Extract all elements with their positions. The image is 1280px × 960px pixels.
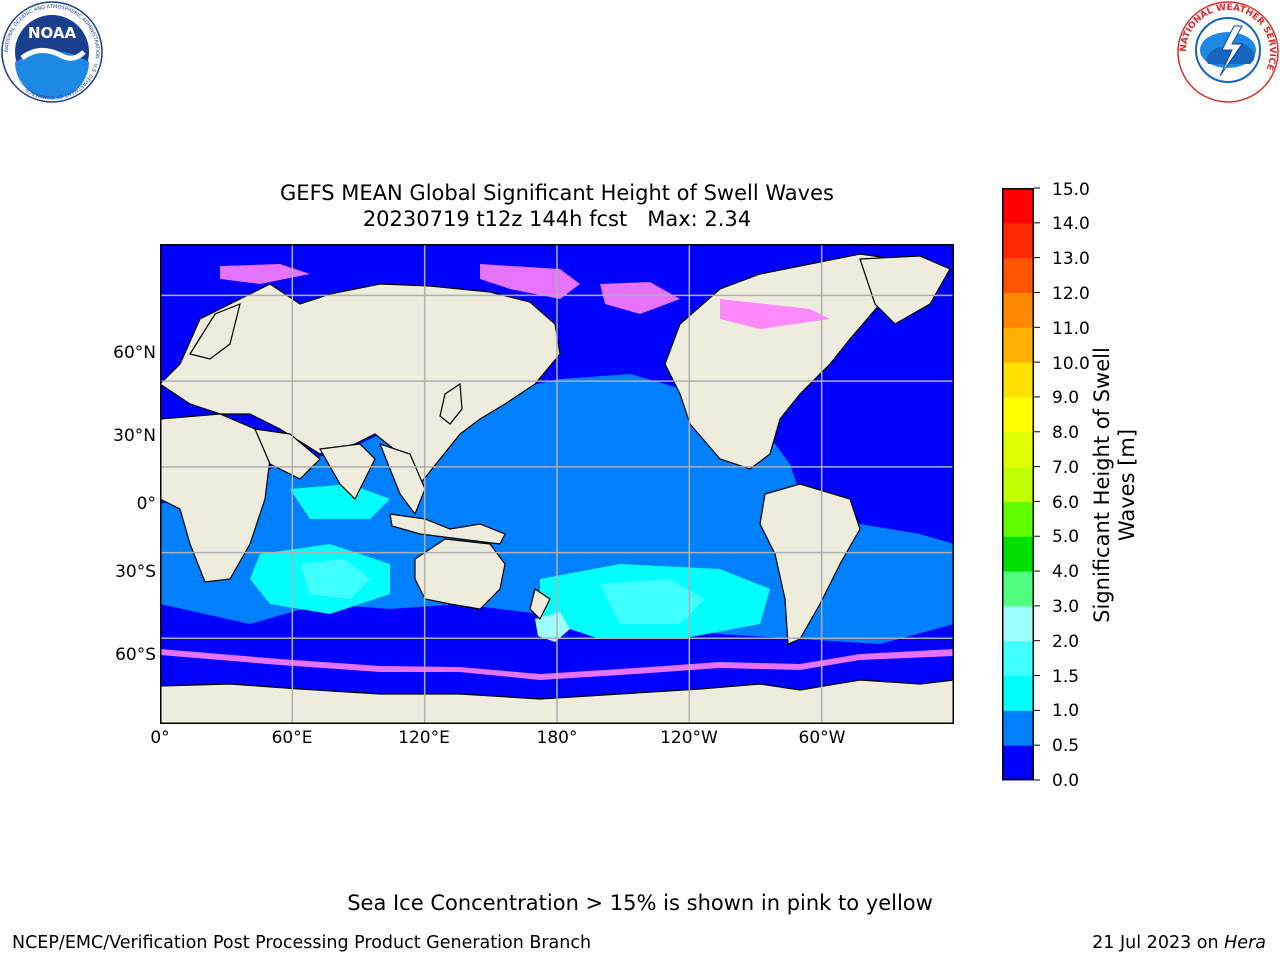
sea-ice-arctic-d: [220, 264, 310, 284]
land-scandinavia: [189, 303, 241, 360]
land-indonesia: [389, 513, 506, 545]
land-india: [319, 443, 376, 501]
colorbar-bin: [1002, 431, 1034, 468]
land-africa: [159, 413, 271, 583]
land-japan: [439, 382, 463, 425]
lon-label-60w: 60°W: [798, 728, 846, 748]
colorbar: [1002, 187, 1040, 781]
colorbar-tick: 1.5: [1052, 667, 1080, 687]
colorbar-bin: [1002, 396, 1034, 433]
lon-label-120w: 120°W: [660, 728, 718, 748]
colorbar-label: Significant Height of Swell Waves [m]: [1090, 347, 1139, 623]
colorbar-tick: 0.5: [1052, 736, 1080, 756]
colorbar-bin: [1002, 640, 1034, 677]
lon-label-0: 0°: [150, 728, 170, 748]
swell-height-map: [159, 244, 955, 725]
colorbar-tick: 3.0: [1052, 597, 1080, 617]
colorbar-bin: [1002, 327, 1034, 363]
colorbar-tick: 10.0: [1052, 354, 1090, 374]
colorbar-bin: [1002, 605, 1034, 642]
lat-label-30n: 30°N: [113, 426, 156, 446]
colorbar-bin: [1002, 292, 1034, 328]
colorbar-tick: 2.0: [1052, 632, 1080, 652]
colorbar-tick: 4.0: [1052, 562, 1080, 582]
colorbar-tick: 12.0: [1052, 284, 1090, 304]
lon-label-120e: 120°E: [398, 728, 450, 748]
chart-title: GEFS MEAN Global Significant Height of S…: [280, 181, 834, 205]
colorbar-tick: 0.0: [1052, 771, 1080, 791]
swell-band-2.0-3.0: [535, 612, 570, 642]
run-date-credit: 21 Jul 2023 on Hera: [1092, 932, 1266, 954]
colorbar-tick: 8.0: [1052, 423, 1080, 443]
colorbar-bin: [1002, 466, 1034, 502]
noaa-logo-text: NOAA: [28, 24, 77, 42]
run-system: Hera: [1224, 933, 1266, 953]
colorbar-tick: 15.0: [1052, 180, 1090, 200]
colorbar-tick: 9.0: [1052, 388, 1080, 408]
sea-ice-arctic-a: [480, 264, 580, 299]
colorbar-bin: [1002, 675, 1034, 711]
map-frame: [160, 244, 954, 724]
swell-band-1.5-2.0-a: [300, 559, 370, 599]
nws-logo: NATIONAL WEATHER SERVICE: [1176, 0, 1280, 104]
land-greenland: [859, 255, 951, 325]
colorbar-tick: 1.0: [1052, 701, 1080, 721]
sea-ice-footnote: Sea Ice Concentration > 15% is shown in …: [347, 891, 933, 915]
lat-label-0: 0°: [136, 494, 156, 514]
producer-credit: NCEP/EMC/Verification Post Processing Pr…: [12, 933, 592, 953]
chart-subtitle: 20230719 t12z 144h fcst Max: 2.34: [362, 207, 752, 231]
colorbar-tick: 5.0: [1052, 527, 1080, 547]
colorbar-tick: 14.0: [1052, 214, 1090, 234]
colorbar-frame: [1002, 188, 1034, 780]
swell-band-1.5-2.0-b: [600, 579, 705, 624]
lat-label-30s: 30°S: [115, 562, 156, 582]
land-south-america: [759, 483, 861, 645]
colorbar-bin: [1002, 257, 1034, 293]
colorbar-bin: [1002, 536, 1034, 572]
lat-label-60n: 60°N: [113, 343, 156, 363]
sea-ice-arctic-c: [720, 299, 830, 329]
swell-band-1.0-1.5-c: [290, 484, 390, 519]
land-se-asia: [378, 443, 426, 516]
lon-label-60e: 60°E: [271, 728, 313, 748]
colorbar-tick: 13.0: [1052, 249, 1090, 269]
map-grid: [160, 244, 954, 724]
colorbar-bin: [1002, 188, 1034, 224]
colorbar-bin: [1002, 501, 1034, 537]
colorbar-tick: 6.0: [1052, 493, 1080, 513]
run-date: 21 Jul 2023 on: [1092, 933, 1225, 953]
colorbar-bin: [1002, 745, 1034, 781]
sea-ice-arctic-b: [600, 282, 680, 314]
colorbar-tick: 11.0: [1052, 319, 1090, 339]
land-eurasia: [159, 283, 561, 486]
colorbar-tick: 7.0: [1052, 458, 1080, 478]
colorbar-bin: [1002, 571, 1034, 607]
colorbar-bin: [1002, 222, 1034, 259]
colorbar-bin: [1002, 710, 1034, 746]
land-australia: [414, 538, 506, 610]
colorbar-bin: [1002, 362, 1034, 398]
lon-label-180: 180°: [536, 728, 578, 748]
land-new-zealand: [529, 588, 551, 621]
lat-label-60s: 60°S: [115, 645, 156, 665]
noaa-logo: NOAA NATIONAL OCEANIC AND ATMOSPHERIC AD…: [0, 0, 104, 104]
